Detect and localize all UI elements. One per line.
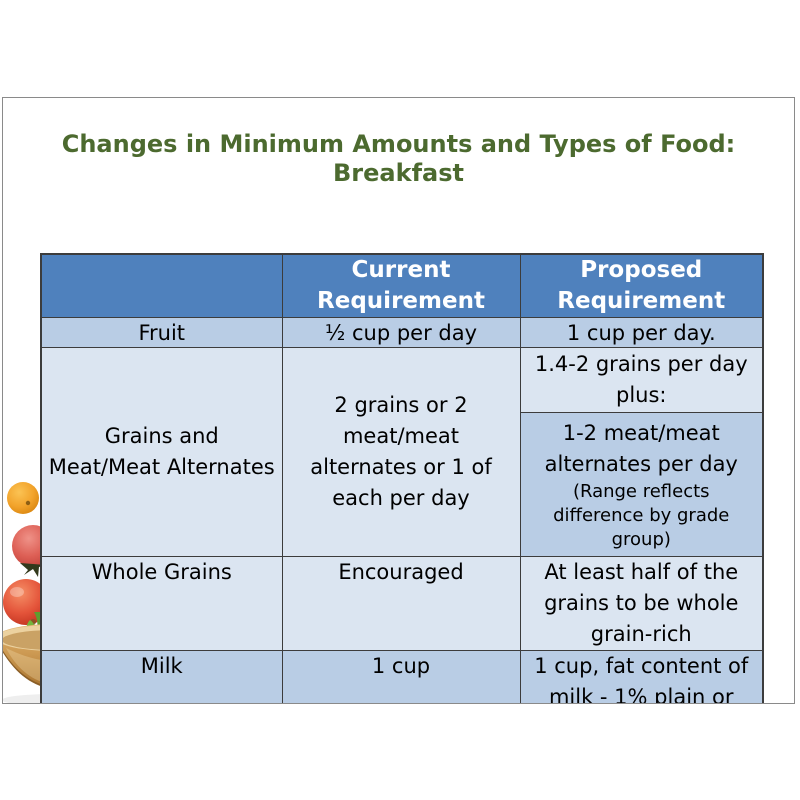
table-row-fruit: Fruit ½ cup per day 1 cup per day.: [40, 317, 764, 348]
proposed-meat-text: 1-2 meat/meat alternates per day: [544, 420, 738, 476]
cell-milk-label: Milk: [40, 650, 283, 703]
slide-canvas: Changes in Minimum Amounts and Types of …: [2, 97, 795, 704]
cell-fruit-current: ½ cup per day: [281, 317, 521, 348]
cell-milk-proposed: 1 cup, fat content of milk - 1% plain or: [519, 650, 764, 703]
requirements-table: Current Requirement Proposed Requirement…: [40, 253, 764, 703]
table-row-meat-alternates: 1-2 meat/meat alternates per day (Range …: [41, 412, 764, 557]
cell-whole-grains-current: Encouraged: [281, 556, 521, 651]
cell-grains-label: Grains and Meat/Meat Alternates: [40, 347, 283, 557]
cell-grains-current: 2 grains or 2 meat/meat alternates or 1 …: [281, 347, 521, 557]
cell-fruit-proposed: 1 cup per day.: [519, 317, 764, 348]
proposed-meat-note: (Range reflects difference by grade grou…: [553, 480, 730, 550]
orange-fruit-image: [7, 482, 39, 514]
header-cell-food: [40, 253, 283, 318]
cell-whole-grains-label: Whole Grains: [40, 556, 283, 651]
table-row-milk: Milk 1 cup 1 cup, fat content of milk - …: [40, 650, 764, 703]
cell-grains-proposed-meat: 1-2 meat/meat alternates per day (Range …: [519, 412, 764, 557]
cell-grains-proposed-grains: 1.4-2 grains per day plus:: [519, 347, 764, 413]
cell-fruit-label: Fruit: [40, 317, 283, 348]
header-cell-proposed-requirement: Proposed Requirement: [519, 253, 764, 318]
table-row-grains-meat: Grains and Meat/Meat Alternates 2 grains…: [40, 347, 764, 557]
header-cell-current-requirement: Current Requirement: [281, 253, 521, 318]
table-header-row: Current Requirement Proposed Requirement: [40, 253, 764, 318]
slide-title: Changes in Minimum Amounts and Types of …: [61, 130, 736, 187]
cell-milk-current: 1 cup: [281, 650, 521, 703]
cell-whole-grains-proposed: At least half of the grains to be whole …: [519, 556, 764, 651]
table-row-whole-grains: Whole Grains Encouraged At least half of…: [40, 556, 764, 651]
